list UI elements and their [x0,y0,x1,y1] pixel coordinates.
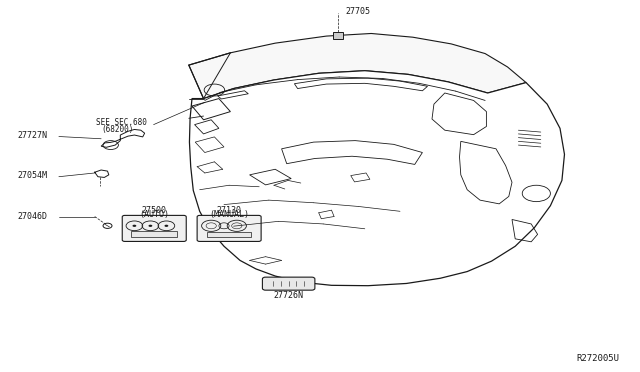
Circle shape [132,225,136,227]
Text: 27500: 27500 [141,206,167,215]
Circle shape [148,225,152,227]
Circle shape [164,225,168,227]
Bar [207,232,251,237]
FancyBboxPatch shape [122,215,186,241]
Polygon shape [189,33,526,99]
Text: SEE SEC.680: SEE SEC.680 [96,118,147,126]
Text: (68200): (68200) [101,125,134,134]
Bar [131,231,177,237]
Polygon shape [189,71,564,286]
Text: 27727N: 27727N [18,131,48,140]
Text: 27054M: 27054M [18,171,48,180]
Text: 27726N: 27726N [274,291,303,300]
Text: (MANUAL): (MANUAL) [209,210,249,219]
Text: 27130: 27130 [216,206,242,215]
Text: (AUTO): (AUTO) [140,210,169,219]
FancyBboxPatch shape [262,277,315,290]
FancyBboxPatch shape [197,215,261,241]
Text: R272005U: R272005U [577,355,620,363]
Text: 27705: 27705 [346,7,371,16]
Bar [333,32,343,39]
Text: 27046D: 27046D [18,212,48,221]
